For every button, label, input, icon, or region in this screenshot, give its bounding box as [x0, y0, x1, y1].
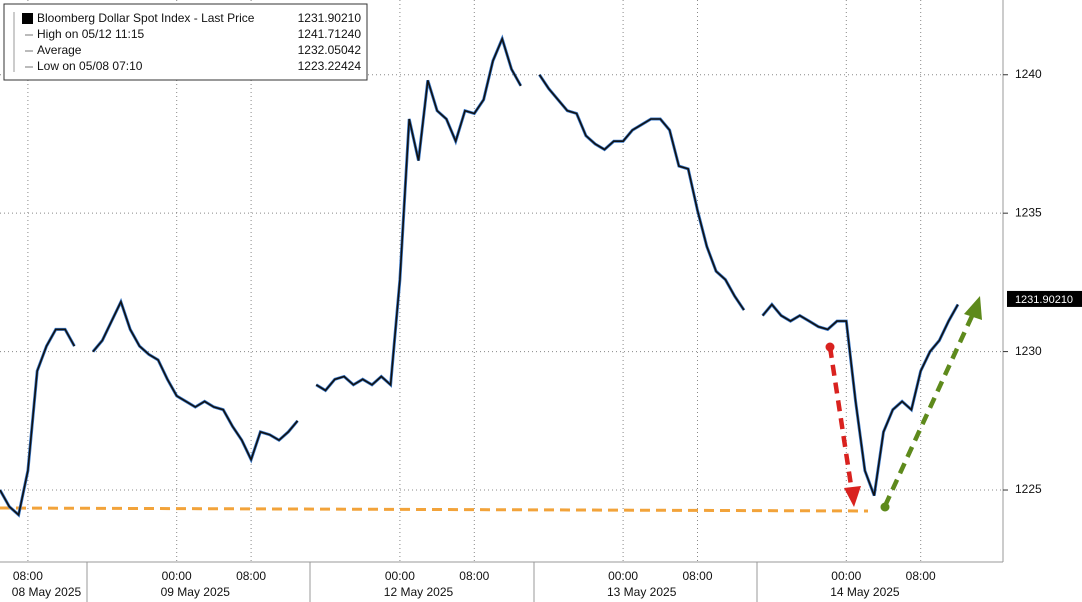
price-line: [538, 74, 745, 311]
series: [0, 34, 960, 518]
legend-box: [3, 3, 368, 81]
legend-label: Low on 05/08 07:10: [37, 59, 143, 73]
up-arrow-head: [964, 296, 982, 320]
legend: Bloomberg Dollar Spot Index - Last Price…: [3, 3, 368, 81]
last-price-tag: [1007, 290, 1082, 307]
legend-label: Average: [37, 43, 82, 57]
y-tick-label: 1225: [1015, 482, 1042, 496]
x-tick-label: 00:00: [385, 569, 415, 583]
last-price-label: 1231.90210: [1015, 294, 1073, 306]
price-line: [92, 299, 299, 462]
date-label: 12 May 2025: [384, 585, 454, 599]
y-tick-label: 1240: [1015, 67, 1042, 81]
x-tick-label: 00:00: [831, 569, 861, 583]
date-label: 09 May 2025: [161, 585, 231, 599]
x-tick-label: 08:00: [682, 569, 712, 583]
date-label: 13 May 2025: [607, 585, 677, 599]
legend-value: 1231.90210: [298, 11, 362, 25]
x-tick-label: 08:00: [236, 569, 266, 583]
legend-label: Bloomberg Dollar Spot Index - Last Price: [37, 11, 255, 25]
axes: 1225 1230 1235 1240 08:00 00:00 08:00 00:00 08:0…: [12, 67, 1082, 602]
down-arrow-head: [844, 486, 861, 507]
y-tick-label: 1235: [1015, 205, 1042, 219]
price-line: [761, 303, 959, 496]
down-arrow-start: [825, 342, 835, 352]
x-tick-label: 00:00: [162, 569, 192, 583]
x-tick-label: 08:00: [13, 569, 43, 583]
down-arrow: [827, 346, 855, 493]
y-tick-label: 1230: [1015, 344, 1042, 358]
price-line: [315, 36, 522, 392]
legend-label: High on 05/12 11:15: [37, 27, 145, 41]
x-tick-label: 08:00: [459, 569, 489, 583]
x-tick-label: 08:00: [906, 569, 936, 583]
legend-value: 1241.71240: [298, 27, 362, 41]
date-label: 14 May 2025: [830, 585, 900, 599]
price-line: [0, 328, 76, 517]
low-line: [0, 506, 869, 513]
up-arrow-start: [880, 502, 890, 512]
legend-value: 1232.05042: [298, 43, 362, 57]
x-tick-label: 00:00: [608, 569, 638, 583]
legend-value: 1223.22424: [298, 59, 362, 73]
legend-swatch: [22, 13, 33, 24]
date-label: 08 May 2025: [12, 585, 82, 599]
